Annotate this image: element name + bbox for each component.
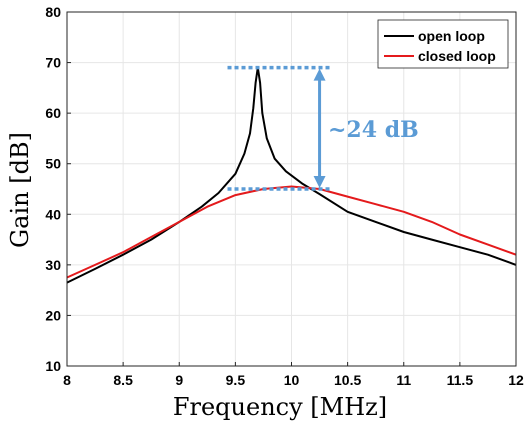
y-tick-label: 20 [45, 307, 61, 323]
y-tick-label: 80 [45, 4, 61, 20]
axis-ticks: 8 8.5 9 9.5 10 10.5 11 11.5 12 10 20 30 40 50 60 70 80 [45, 4, 524, 388]
x-tick-label: 11 [396, 372, 411, 388]
x-tick-label: 8 [63, 372, 71, 388]
legend: open loop closed loop [377, 19, 509, 69]
annotation-arrow-head-up [313, 68, 326, 81]
series-lines [66, 66, 517, 284]
y-tick-label: 30 [45, 257, 61, 273]
annotation: ~24 dB [227, 65, 419, 191]
legend-label-open-loop: open loop [418, 28, 485, 44]
x-tick-label: 11.5 [447, 372, 474, 388]
x-tick-label: 12 [508, 372, 524, 388]
x-tick-label: 9.5 [226, 372, 246, 388]
x-tick-label: 9 [175, 372, 183, 388]
y-tick-label: 50 [45, 156, 61, 172]
x-tick-label: 10.5 [334, 372, 361, 388]
legend-box [377, 19, 509, 69]
y-tick-label: 60 [45, 105, 61, 121]
y-tick-label: 70 [45, 55, 61, 71]
annotation-arrow-head-down [313, 176, 326, 188]
annotation-label: ~24 dB [328, 117, 419, 143]
x-axis-title: Frequency [MHz] [173, 393, 387, 421]
y-tick-label: 40 [45, 206, 61, 222]
y-axis-title: Gain [dB] [6, 132, 34, 248]
x-tick-label: 10 [284, 372, 300, 388]
series-line-closed-loop [66, 185, 517, 279]
x-tick-label: 8.5 [113, 372, 133, 388]
y-tick-label: 10 [45, 358, 61, 374]
legend-label-closed-loop: closed loop [418, 48, 496, 64]
